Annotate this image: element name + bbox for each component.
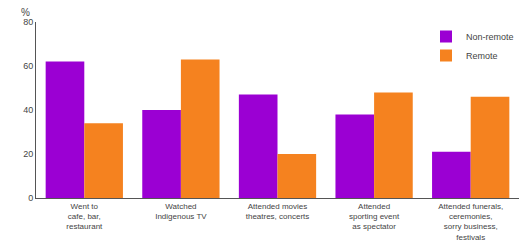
svg-text:Attendedsporting eventas spect: Attendedsporting eventas spectator [349, 202, 400, 232]
svg-text:Attended moviestheatres, conce: Attended moviestheatres, concerts [246, 202, 310, 221]
svg-text:40: 40 [23, 105, 33, 115]
svg-text:60: 60 [23, 61, 33, 71]
svg-text:80: 80 [23, 17, 33, 27]
svg-text:Non-remote: Non-remote [466, 32, 514, 42]
svg-text:Attended funerals,ceremonies,s: Attended funerals,ceremonies,sorry busin… [438, 202, 503, 242]
svg-text:%: % [21, 7, 30, 18]
svg-text:0: 0 [28, 193, 33, 203]
svg-text:Went tocafe, bar,restaurant: Went tocafe, bar,restaurant [66, 202, 103, 232]
svg-text:Remote: Remote [466, 51, 498, 61]
svg-text:20: 20 [23, 149, 33, 159]
svg-text:WatchedIndigenous TV: WatchedIndigenous TV [155, 202, 207, 221]
